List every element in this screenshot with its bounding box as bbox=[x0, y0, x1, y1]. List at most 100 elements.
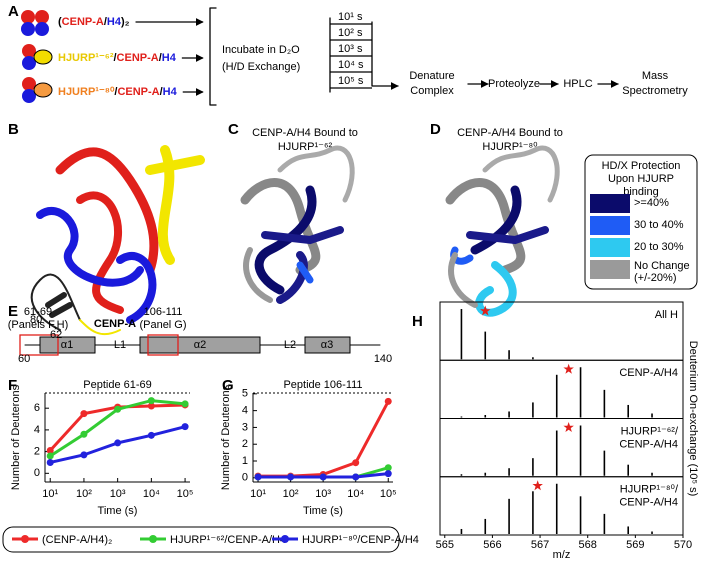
x-tick-label: 566 bbox=[483, 539, 501, 551]
y-tick-label: 5 bbox=[242, 388, 248, 400]
spectrum-label: HJURP¹⁻⁶²/ bbox=[621, 425, 679, 437]
legend-swatch bbox=[590, 238, 630, 257]
centroid-star bbox=[480, 305, 491, 316]
data-point bbox=[147, 397, 155, 405]
x-tick-label: 10⁴ bbox=[347, 488, 364, 500]
spectrum-label: CENP-A/H4 bbox=[619, 438, 678, 450]
residue-label: 60 bbox=[18, 353, 30, 365]
data-point bbox=[147, 431, 155, 439]
series-line bbox=[258, 400, 390, 478]
y-tick-label: 4 bbox=[242, 405, 248, 417]
step-text: Spectrometry bbox=[622, 85, 688, 97]
y-tick-label: 0 bbox=[34, 467, 40, 479]
data-point bbox=[46, 447, 54, 455]
legend-label: No Change bbox=[634, 260, 690, 272]
time-label: 10³ s bbox=[338, 43, 363, 55]
x-tick-label: 570 bbox=[674, 539, 692, 551]
legend-swatch bbox=[590, 194, 630, 213]
y-tick-label: 6 bbox=[34, 402, 40, 414]
y-tick-label: 0 bbox=[242, 472, 248, 484]
panel-label: F bbox=[8, 377, 17, 394]
panel-label: B bbox=[8, 121, 19, 138]
step-text: Denature bbox=[409, 70, 454, 82]
y-tick-label: 4 bbox=[34, 424, 40, 436]
centroid-star bbox=[563, 363, 574, 374]
data-point bbox=[352, 459, 360, 467]
panel-label: D bbox=[430, 121, 441, 138]
y-tick-label: 2 bbox=[34, 446, 40, 458]
centroid-star bbox=[563, 422, 574, 432]
x-tick-label: 10² bbox=[283, 488, 299, 500]
y-tick-label: 1 bbox=[242, 455, 248, 467]
time-label: 10⁵ s bbox=[338, 75, 364, 87]
data-point bbox=[384, 464, 392, 472]
legend-label: (CENP-A/H4)₂ bbox=[42, 534, 112, 546]
spectrum-frame bbox=[439, 301, 684, 361]
structure-label: 62 bbox=[50, 329, 62, 341]
legend-label: >=40% bbox=[634, 197, 669, 209]
x-tick-label: 10¹ bbox=[42, 488, 58, 500]
centroid-star bbox=[532, 480, 543, 491]
x-tick-label: 568 bbox=[579, 539, 597, 551]
y-axis-label: Number of Deuterons bbox=[10, 384, 22, 490]
legend-title: binding bbox=[623, 186, 658, 198]
element-label: L2 bbox=[284, 339, 296, 351]
legend-label: (+/-20%) bbox=[634, 272, 677, 284]
data-point bbox=[181, 400, 189, 408]
x-tick-label: 10³ bbox=[315, 488, 331, 500]
x-tick-label: 10⁵ bbox=[380, 488, 397, 500]
data-point bbox=[80, 430, 88, 438]
element-label: α1 bbox=[61, 339, 73, 351]
legend-title: Upon HJURP bbox=[608, 173, 674, 185]
legend-title: HD/X Protection bbox=[602, 160, 681, 172]
y-tick-label: 2 bbox=[242, 438, 248, 450]
structure-title: CENP-A/H4 Bound to bbox=[252, 127, 358, 139]
legend-label: HJURP¹⁻⁸⁰/CENP-A/H4 bbox=[302, 534, 419, 546]
x-tick-label: 10⁵ bbox=[177, 488, 194, 500]
x-axis-label: Time (s) bbox=[98, 505, 138, 517]
element-label: L1 bbox=[114, 339, 126, 351]
structure-title: HJURP¹⁻⁶² bbox=[278, 141, 333, 153]
complex-part: H4 bbox=[107, 16, 122, 28]
protein-name: CENP-A bbox=[94, 318, 136, 330]
structure-title: CENP-A/H4 Bound to bbox=[457, 127, 563, 139]
panel-label: C bbox=[228, 121, 239, 138]
data-point bbox=[181, 423, 189, 431]
complex-part: CENP-A bbox=[117, 52, 159, 64]
x-tick-label: 10² bbox=[76, 488, 92, 500]
complex-label: (CENP-A/H4)₂ bbox=[58, 16, 130, 28]
y-tick-label: 3 bbox=[242, 421, 248, 433]
x-axis-label: Time (s) bbox=[303, 505, 343, 517]
incubate-text: Incubate in D₂O bbox=[222, 44, 300, 56]
complex-part: HJURP¹⁻⁸⁰ bbox=[58, 86, 115, 98]
legend-label: 30 to 40% bbox=[634, 219, 684, 231]
incubate-text: (H/D Exchange) bbox=[222, 61, 300, 73]
complex-part: H4 bbox=[163, 86, 178, 98]
data-point bbox=[352, 473, 360, 481]
element-label: α2 bbox=[194, 339, 206, 351]
complex-part: CENP-A bbox=[117, 86, 159, 98]
complex-part: H4 bbox=[162, 52, 177, 64]
peptide-label: 61-69 bbox=[24, 306, 52, 318]
data-point bbox=[384, 470, 392, 478]
data-point bbox=[114, 405, 122, 413]
x-tick-label: 10¹ bbox=[250, 488, 266, 500]
complex-part: )₂ bbox=[121, 16, 130, 28]
data-point bbox=[384, 397, 392, 405]
side-label: Deuterium On-exchange (10⁵ s) bbox=[687, 341, 699, 497]
data-point bbox=[46, 458, 54, 466]
chart-title: Peptide 61-69 bbox=[83, 379, 152, 391]
complex-label: HJURP¹⁻⁸⁰/CENP-A/H4 bbox=[58, 86, 178, 98]
complex-part: / bbox=[160, 86, 163, 98]
data-point bbox=[46, 452, 54, 460]
element-label: α3 bbox=[321, 339, 333, 351]
x-tick-label: 567 bbox=[531, 539, 549, 551]
peptide-label: 106-111 bbox=[144, 306, 183, 318]
structure-title: HJURP¹⁻⁸⁰ bbox=[482, 141, 538, 153]
panel-label: A bbox=[8, 3, 19, 20]
data-point bbox=[254, 473, 262, 481]
legend-label: 20 to 30% bbox=[634, 241, 684, 253]
chart-title: Peptide 106-111 bbox=[283, 379, 362, 391]
panel-label: G bbox=[222, 377, 234, 394]
